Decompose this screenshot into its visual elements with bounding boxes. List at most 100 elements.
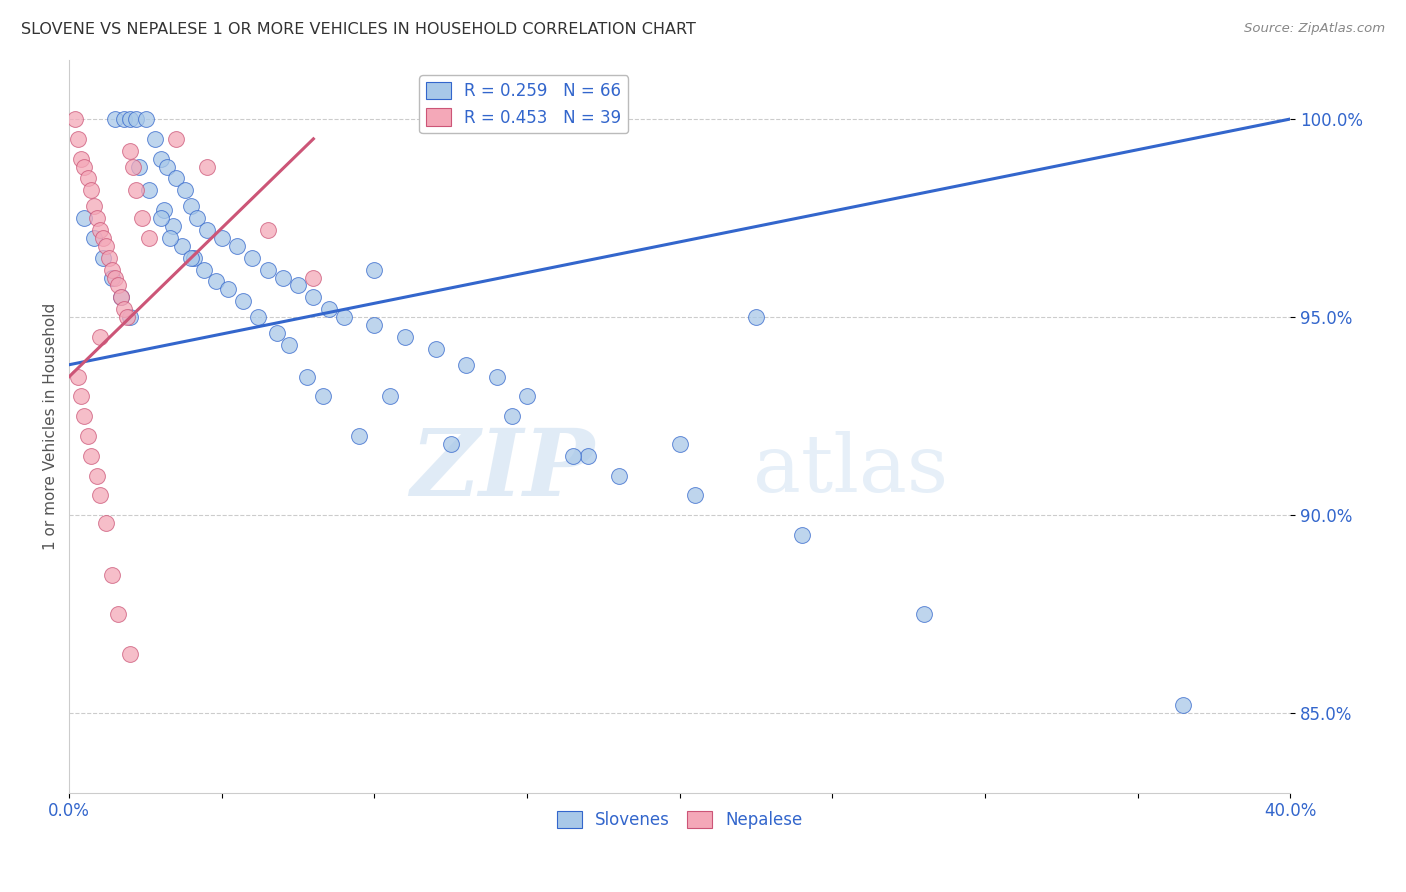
Point — [333, 310, 356, 325]
Point — [138, 183, 160, 197]
Point — [211, 231, 233, 245]
Point — [120, 310, 142, 325]
Point — [217, 282, 239, 296]
Point — [240, 251, 263, 265]
Point — [232, 294, 254, 309]
Point — [516, 389, 538, 403]
Point — [378, 389, 401, 403]
Point — [131, 211, 153, 226]
Point — [266, 326, 288, 340]
Point — [104, 270, 127, 285]
Point — [112, 302, 135, 317]
Point — [180, 199, 202, 213]
Point — [363, 318, 385, 332]
Point — [101, 567, 124, 582]
Legend: Slovenes, Nepalese: Slovenes, Nepalese — [550, 804, 808, 836]
Point — [576, 449, 599, 463]
Point — [107, 278, 129, 293]
Point — [745, 310, 768, 325]
Point — [94, 516, 117, 531]
Point — [149, 152, 172, 166]
Point — [302, 270, 325, 285]
Text: ZIP: ZIP — [411, 425, 595, 515]
Point — [83, 231, 105, 245]
Point — [89, 223, 111, 237]
Point — [172, 239, 194, 253]
Point — [394, 330, 416, 344]
Point — [174, 183, 197, 197]
Point — [70, 389, 93, 403]
Point — [138, 231, 160, 245]
Point — [162, 219, 184, 233]
Point — [912, 607, 935, 622]
Point — [204, 275, 226, 289]
Point — [561, 449, 583, 463]
Point — [110, 290, 132, 304]
Point — [112, 112, 135, 126]
Point — [135, 112, 157, 126]
Point — [67, 132, 90, 146]
Point — [278, 338, 301, 352]
Point — [153, 203, 176, 218]
Point — [287, 278, 309, 293]
Point — [97, 251, 120, 265]
Point — [149, 211, 172, 226]
Point — [156, 160, 179, 174]
Y-axis label: 1 or more Vehicles in Household: 1 or more Vehicles in Household — [44, 302, 58, 549]
Point — [165, 132, 187, 146]
Point — [107, 607, 129, 622]
Point — [180, 251, 202, 265]
Point — [120, 112, 142, 126]
Point — [311, 389, 333, 403]
Point — [125, 112, 148, 126]
Point — [73, 409, 96, 424]
Point — [110, 290, 132, 304]
Point — [143, 132, 166, 146]
Point — [186, 211, 208, 226]
Point — [89, 488, 111, 502]
Point — [454, 358, 477, 372]
Point — [94, 239, 117, 253]
Point — [159, 231, 181, 245]
Point — [128, 160, 150, 174]
Point — [440, 437, 463, 451]
Point — [668, 437, 690, 451]
Point — [318, 302, 340, 317]
Point — [1173, 698, 1195, 713]
Point — [183, 251, 205, 265]
Point — [104, 112, 127, 126]
Point — [91, 231, 114, 245]
Point — [86, 468, 108, 483]
Point — [302, 290, 325, 304]
Point — [122, 160, 145, 174]
Text: atlas: atlas — [754, 431, 948, 509]
Point — [226, 239, 249, 253]
Point — [195, 160, 218, 174]
Point — [297, 369, 319, 384]
Point — [271, 270, 294, 285]
Point — [193, 262, 215, 277]
Point — [101, 262, 124, 277]
Point — [195, 223, 218, 237]
Point — [89, 330, 111, 344]
Point — [91, 251, 114, 265]
Point — [101, 270, 124, 285]
Point — [115, 310, 138, 325]
Point — [76, 171, 98, 186]
Point — [425, 342, 447, 356]
Point — [73, 160, 96, 174]
Point — [683, 488, 706, 502]
Point — [485, 369, 508, 384]
Point — [65, 112, 87, 126]
Point — [76, 429, 98, 443]
Point — [165, 171, 187, 186]
Point — [83, 199, 105, 213]
Point — [79, 183, 101, 197]
Point — [607, 468, 630, 483]
Text: Source: ZipAtlas.com: Source: ZipAtlas.com — [1244, 22, 1385, 36]
Point — [125, 183, 148, 197]
Point — [86, 211, 108, 226]
Point — [67, 369, 90, 384]
Point — [120, 647, 142, 661]
Point — [70, 152, 93, 166]
